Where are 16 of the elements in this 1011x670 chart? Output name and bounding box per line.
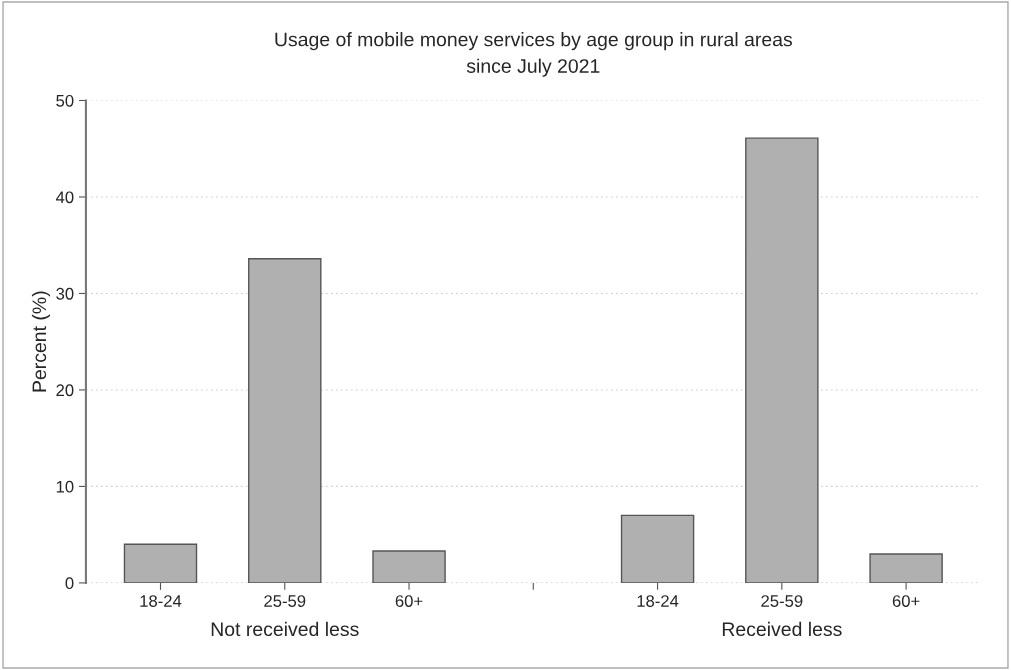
y-axis-title: Percent (%)	[31, 291, 51, 392]
x-tick-label: 18-24	[637, 595, 679, 607]
y-tick-label: 50	[56, 94, 74, 107]
chart-title: Usage of mobile money services by age group in rural areas since July 2021	[275, 32, 793, 77]
x-tick-label: 60+	[395, 595, 423, 607]
x-tick-label: 18-24	[140, 595, 182, 607]
text: Received less	[722, 621, 842, 637]
y-tick-label: 10	[56, 480, 74, 493]
x-tick-label: 60+	[892, 595, 920, 607]
y-tick-label: 30	[56, 287, 74, 300]
y-tick-label: 20	[56, 384, 74, 397]
text: Not received less	[211, 621, 359, 637]
x-tick-label: 25-59	[264, 595, 306, 607]
x-tick-label: 25-59	[761, 595, 803, 607]
y-tick-label: 40	[55, 191, 74, 204]
y-tick-label: 0	[65, 577, 74, 590]
